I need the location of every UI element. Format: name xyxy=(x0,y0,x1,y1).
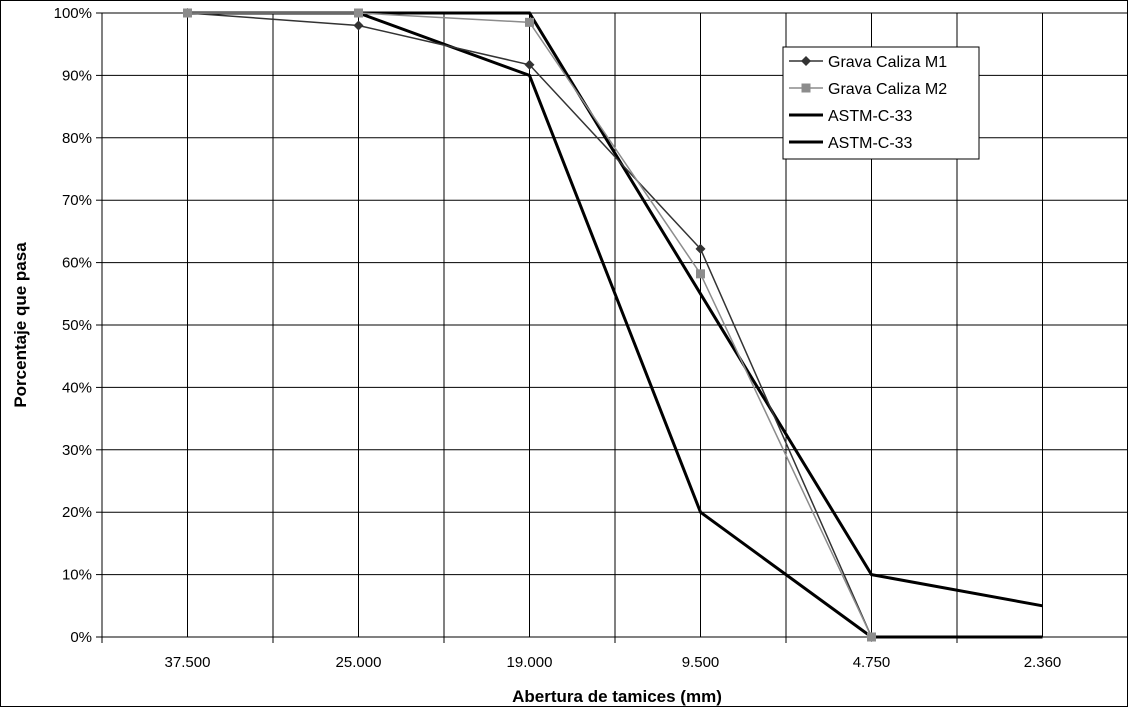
data-point xyxy=(183,8,192,18)
data-point xyxy=(524,59,535,70)
legend: Grava Caliza M1 Grava Caliza M2 ASTM-C-33 A… xyxy=(782,46,980,160)
legend-box xyxy=(782,46,980,160)
y-tick-label: 90% xyxy=(62,67,92,84)
y-tick-label: 30% xyxy=(62,442,92,459)
y-tick-label: 70% xyxy=(62,192,92,209)
series-2 xyxy=(183,8,876,642)
legend-label: ASTM-C-33 xyxy=(828,108,913,125)
data-point xyxy=(525,17,534,27)
legend-label: Grava Caliza M2 xyxy=(828,81,947,98)
x-tick-label: 9.500 xyxy=(682,654,720,671)
data-point xyxy=(354,8,363,18)
data-point xyxy=(353,20,364,31)
y-tick-label: 40% xyxy=(62,379,92,396)
y-axis-title: Porcentaje que pasa xyxy=(11,242,30,408)
x-tick-label: 19.000 xyxy=(507,654,553,671)
legend-marker xyxy=(801,83,811,93)
data-point xyxy=(696,269,705,279)
legend-marker xyxy=(801,56,811,66)
data-point xyxy=(695,243,706,254)
legend-label: Grava Caliza M1 xyxy=(828,54,947,71)
x-tick-label: 4.750 xyxy=(853,654,891,671)
y-tick-label: 60% xyxy=(62,255,92,272)
y-tick-label: 100% xyxy=(54,5,92,22)
series-layer xyxy=(182,8,1043,642)
y-tick-label: 0% xyxy=(70,629,92,646)
x-tick-label: 2.360 xyxy=(1024,654,1062,671)
data-point xyxy=(867,632,876,642)
x-tick-labels: 37.500 25.000 19.000 9.500 4.750 2.360 xyxy=(165,654,1062,671)
x-tick-label: 25.000 xyxy=(336,654,382,671)
legend-label: ASTM-C-33 xyxy=(828,135,913,152)
y-tick-label: 50% xyxy=(62,317,92,334)
x-tick-label: 37.500 xyxy=(165,654,211,671)
y-tick-labels: 0% 10% 20% 30% 40% 50% 60% 70% 80% 90% 100% xyxy=(54,5,92,646)
y-tick-label: 10% xyxy=(62,567,92,584)
y-tick-label: 20% xyxy=(62,504,92,521)
y-tick-label: 80% xyxy=(62,130,92,147)
x-axis-title: Abertura de tamices (mm) xyxy=(512,687,722,706)
